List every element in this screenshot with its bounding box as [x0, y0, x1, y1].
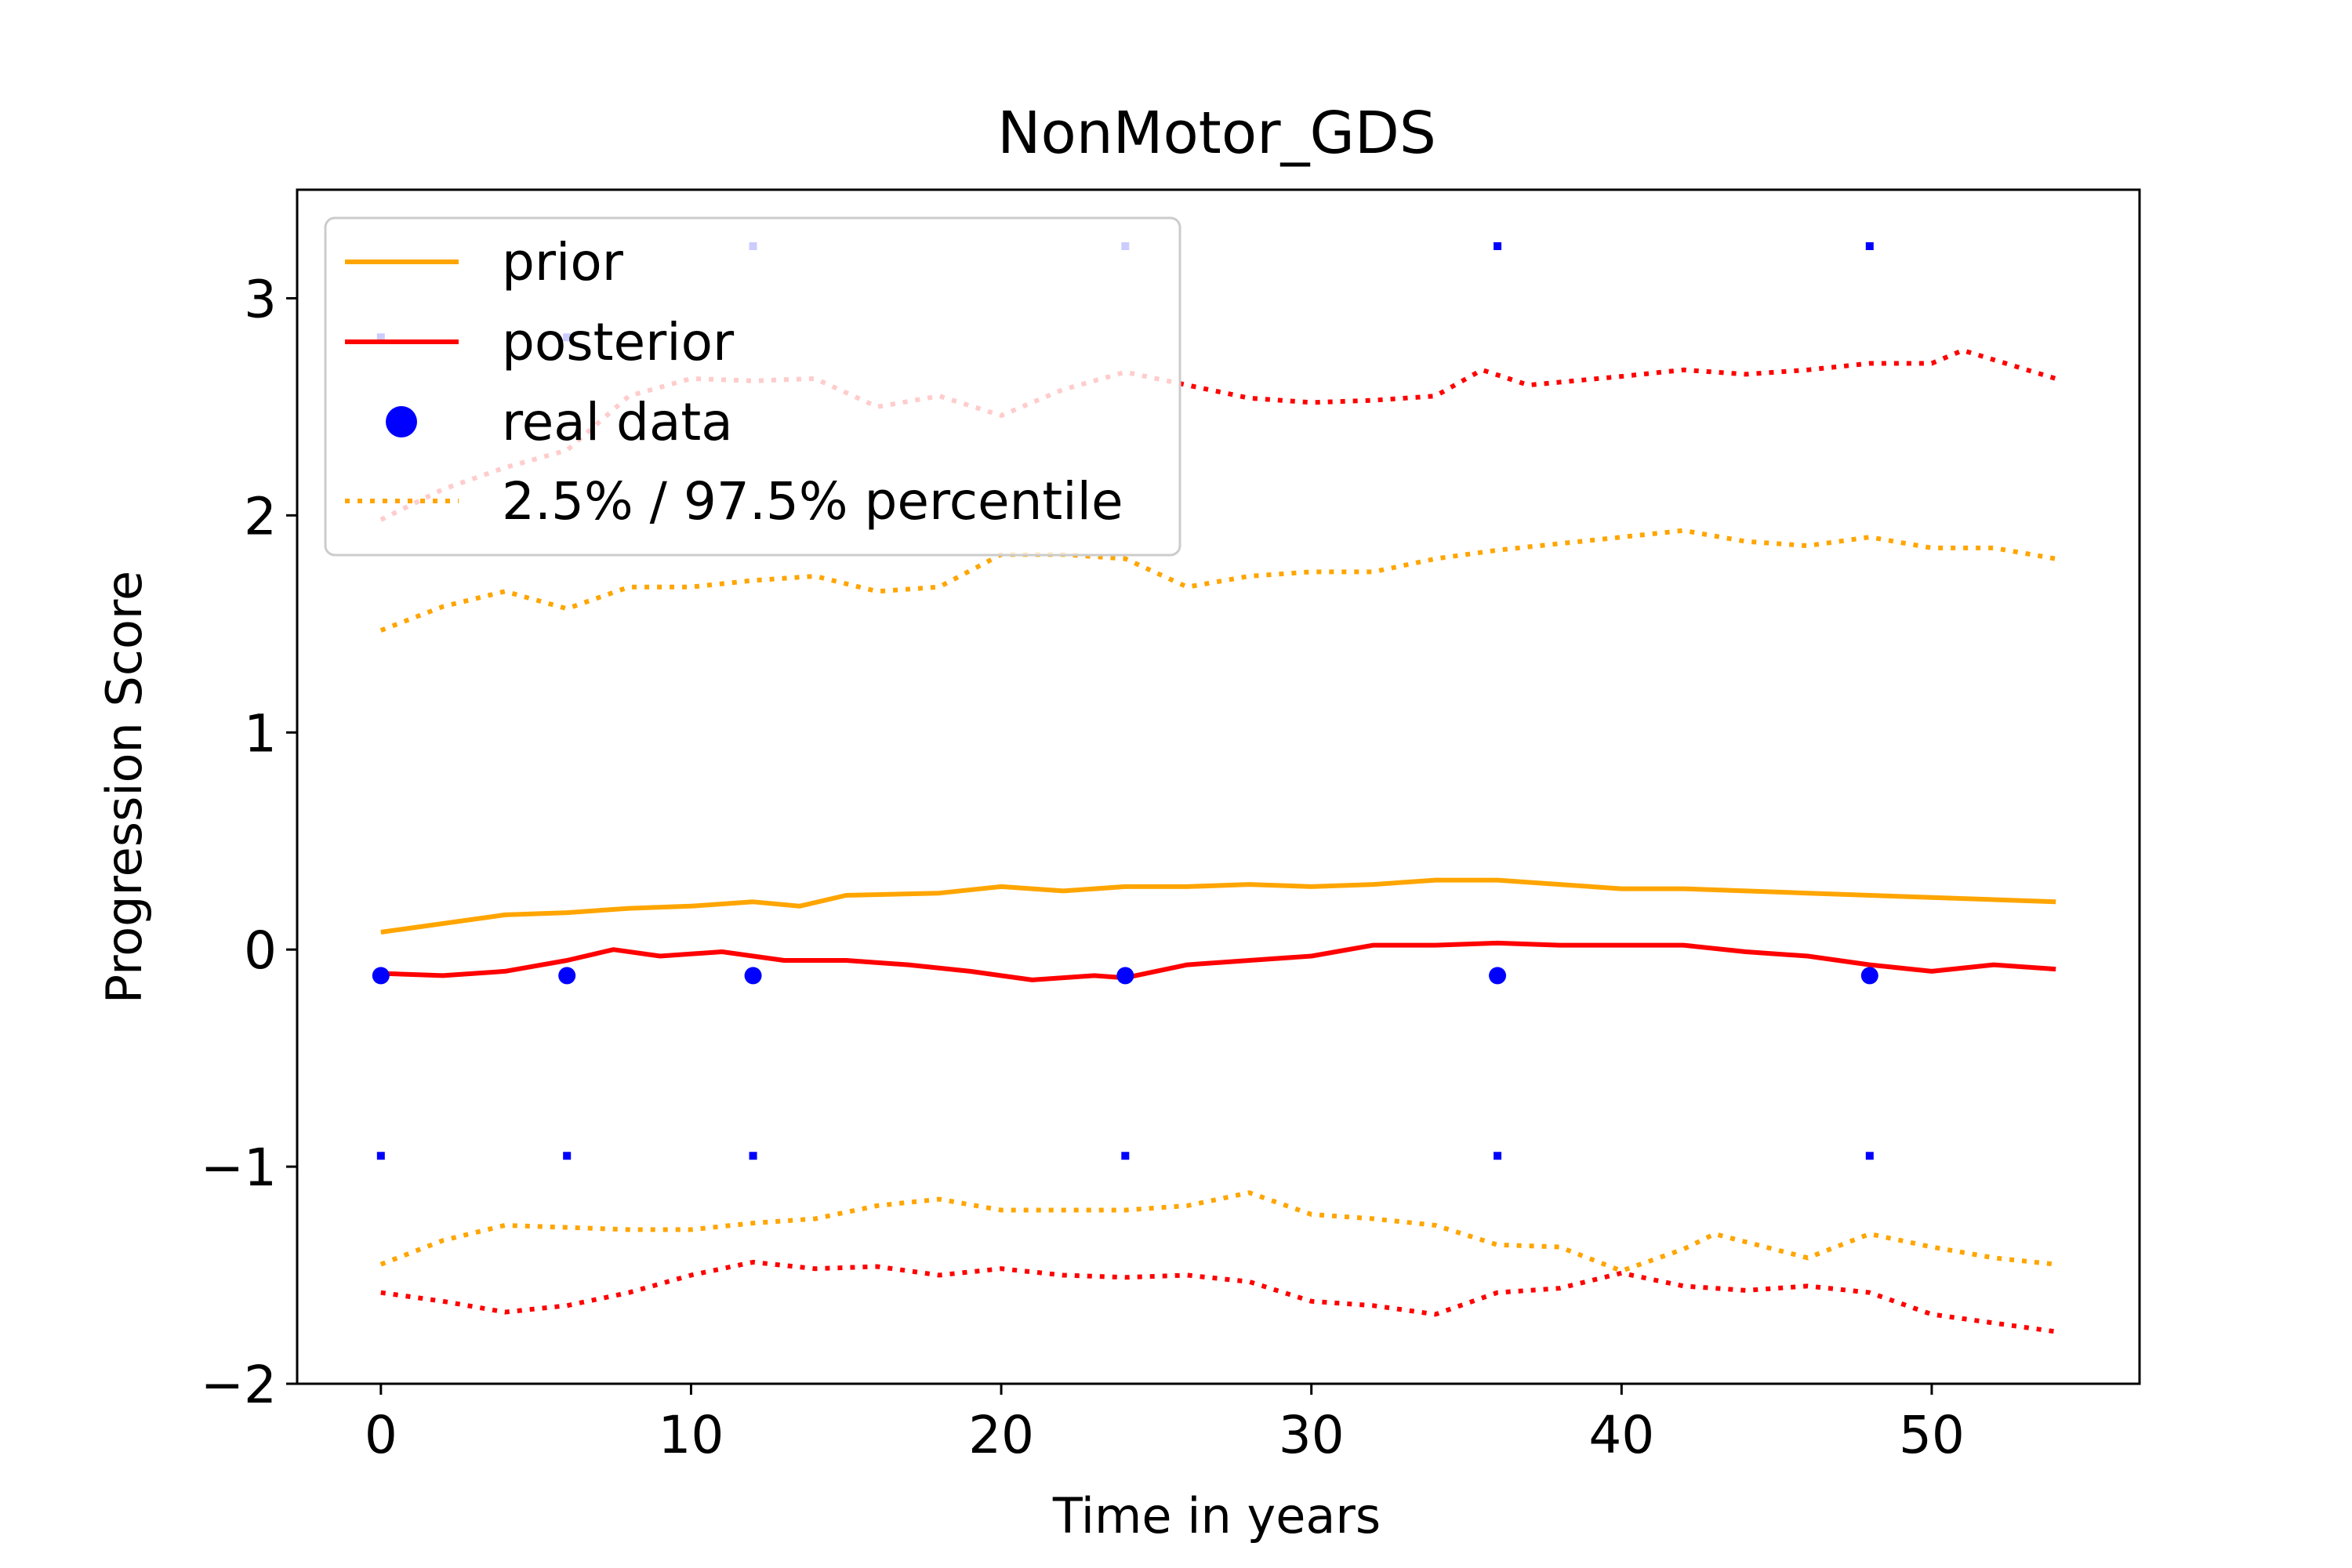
y-tick-label: 1	[244, 703, 277, 764]
real-data-point	[1489, 967, 1507, 985]
real-data-bound-marker	[376, 1152, 385, 1160]
x-tick-label: 30	[1279, 1405, 1345, 1465]
legend-percentile-label: 2.5% / 97.5% percentile	[502, 471, 1123, 532]
posterior-line	[380, 940, 2056, 982]
real-data-bound-marker	[1494, 241, 1502, 250]
real-data-bound-marker	[563, 1152, 572, 1160]
real-data-point	[1860, 967, 1878, 985]
real-data-bound-marker	[749, 1152, 757, 1160]
prior-line	[380, 877, 2056, 935]
x-axis-label: Time in years	[1052, 1487, 1381, 1544]
legend: prior posterior real data 2.5% / 97.5% p…	[324, 216, 1181, 557]
plot-frame	[296, 188, 2141, 1385]
legend-box	[324, 216, 1181, 557]
prior-percentile-line	[379, 528, 2056, 633]
y-tick-label: 2	[244, 486, 277, 546]
real-data-point	[372, 967, 390, 985]
legend-prior-label: prior	[502, 232, 624, 292]
real-data-bound-marker	[1865, 241, 1874, 250]
x-tick-label: 10	[658, 1405, 724, 1465]
axis-ticks: 0 10 20 30 40 50 −2 −1 0 1 2 3	[201, 269, 1965, 1465]
legend-real-data-label: real data	[502, 392, 733, 452]
real-data-bound-marker	[1121, 1152, 1130, 1160]
legend-posterior-label: posterior	[502, 312, 735, 372]
real-data-bound-marker	[1865, 1152, 1874, 1160]
x-tick-label: 0	[365, 1405, 397, 1465]
real-data-point	[1116, 967, 1134, 985]
y-tick-label: −2	[201, 1355, 277, 1415]
chart-title: NonMotor_GDS	[997, 100, 1436, 167]
real-data-point	[558, 967, 576, 985]
x-tick-label: 50	[1899, 1405, 1965, 1465]
y-tick-label: −1	[201, 1138, 277, 1198]
y-tick-label: 3	[244, 269, 277, 329]
real-data-point	[744, 967, 762, 985]
real-data-bound-marker	[1494, 1152, 1502, 1160]
x-tick-label: 20	[968, 1405, 1034, 1465]
legend-real-data-swatch	[386, 406, 417, 437]
y-axis-label: Progression Score	[96, 571, 153, 1004]
y-tick-label: 0	[244, 920, 277, 981]
x-tick-label: 40	[1588, 1405, 1654, 1465]
